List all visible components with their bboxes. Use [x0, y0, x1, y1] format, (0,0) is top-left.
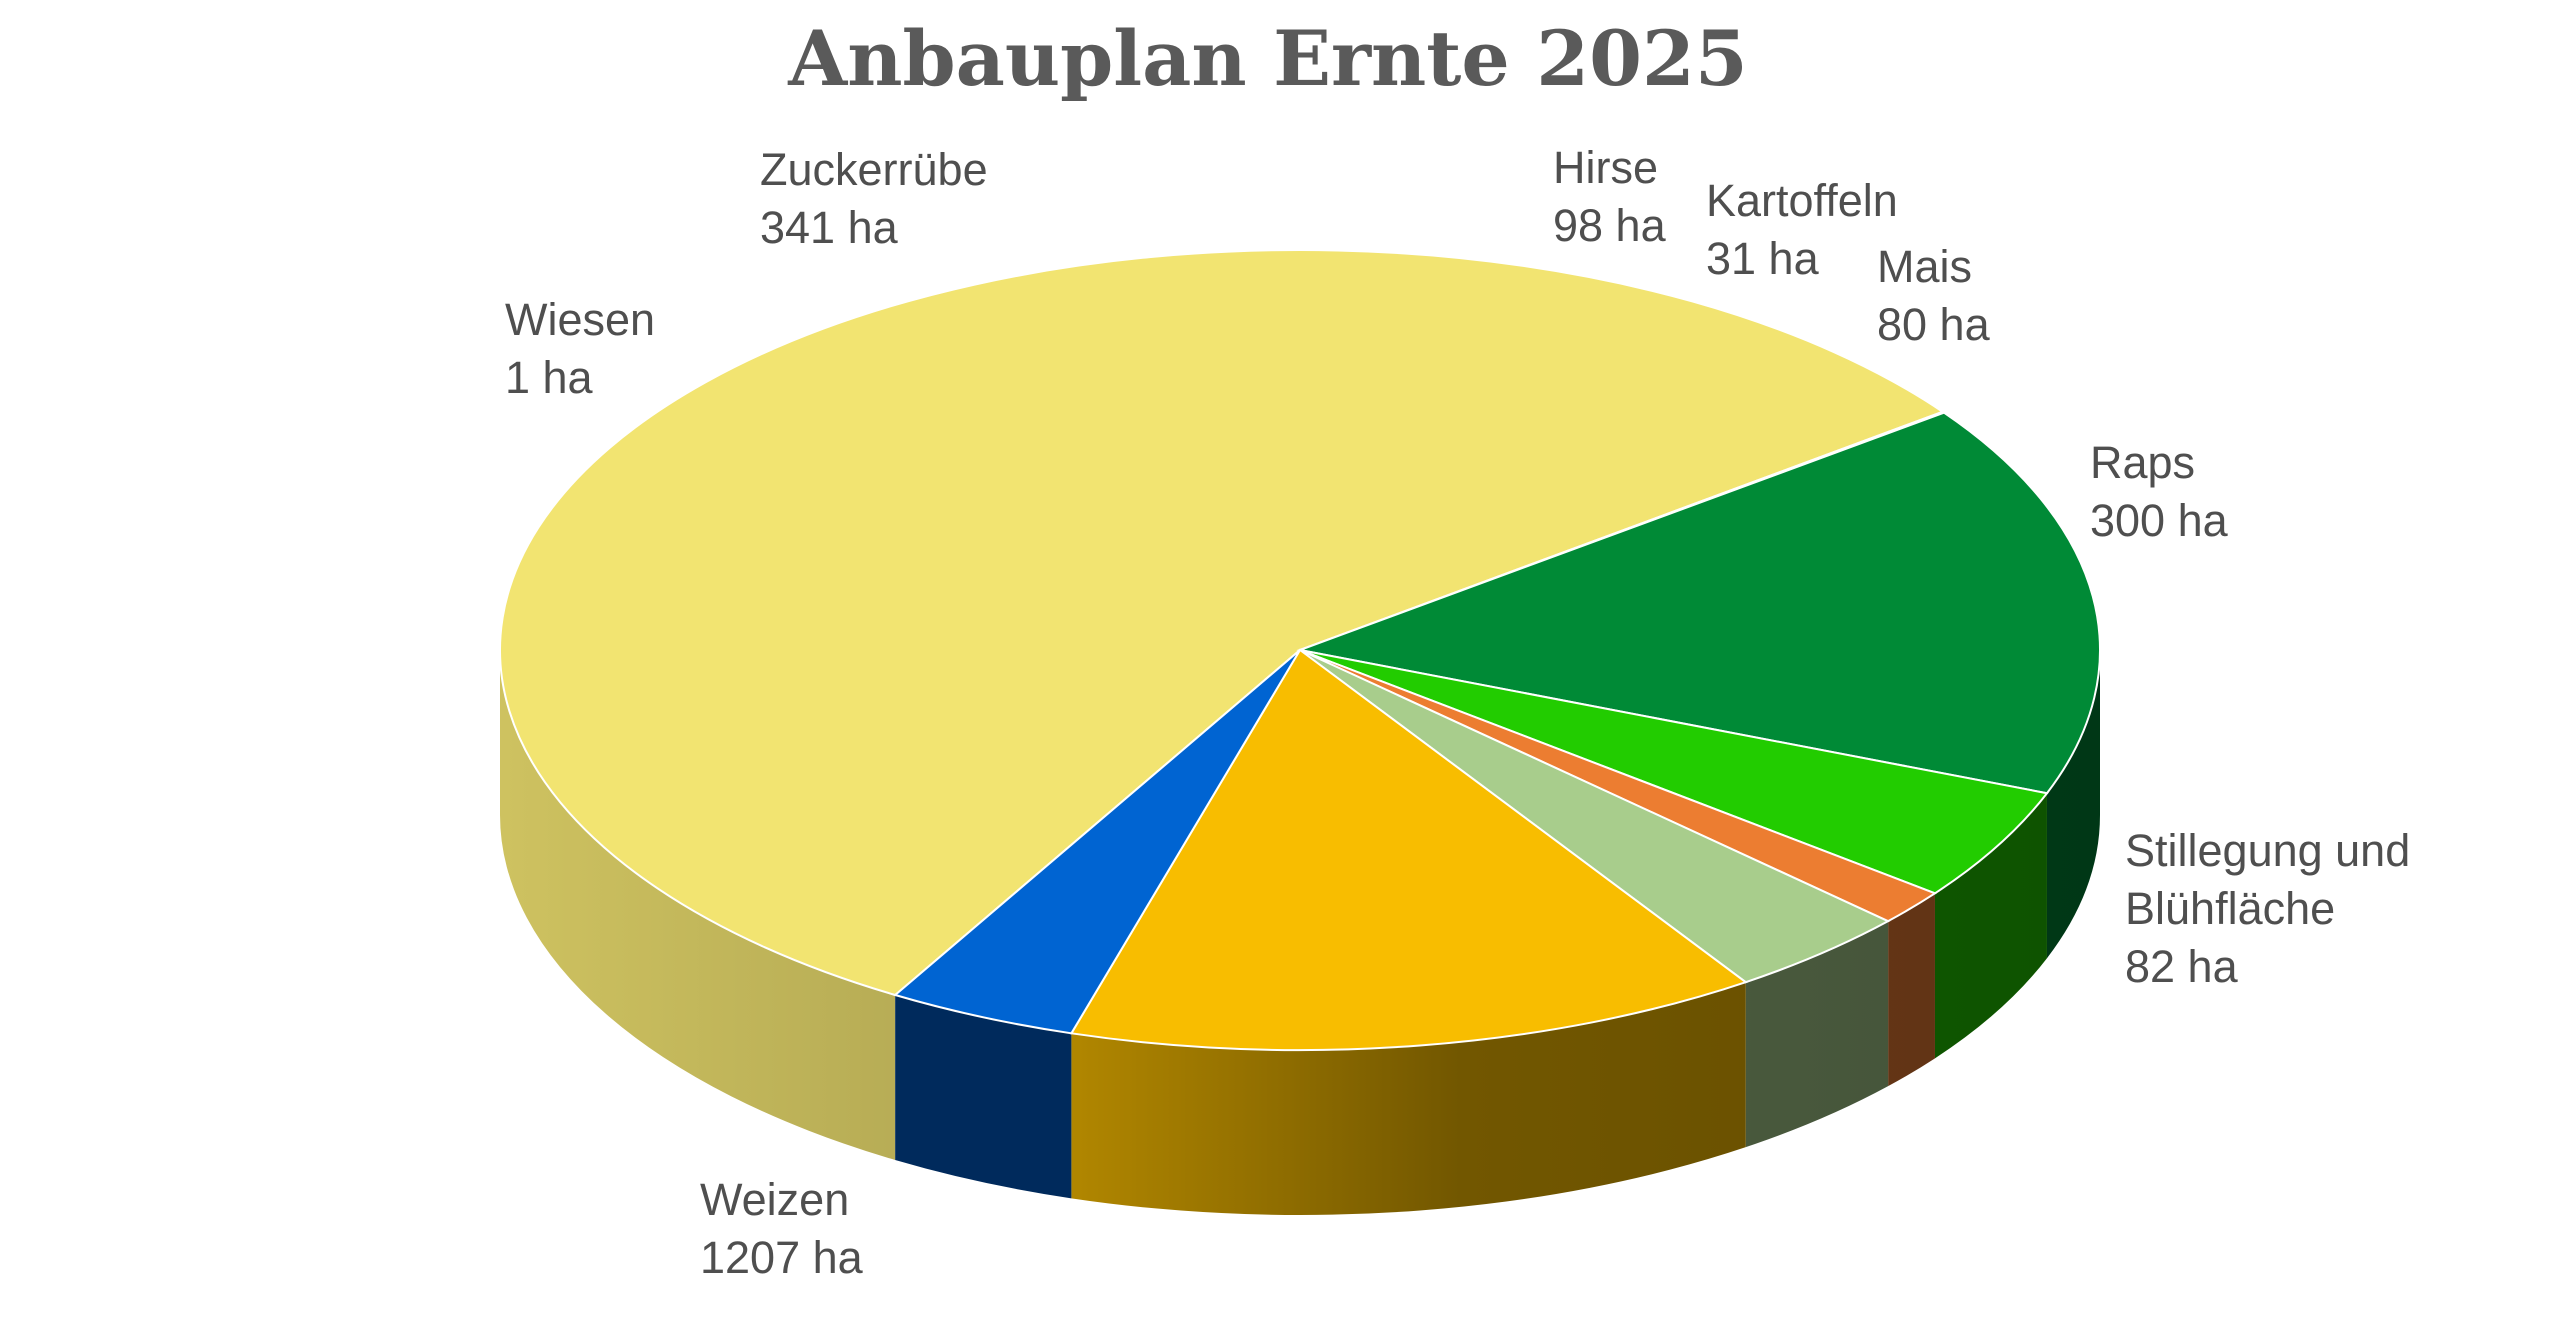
slice-raps	[1069, 648, 1748, 1051]
label-raps: Raps 300 ha	[2090, 437, 2229, 546]
label-line: 341 ha	[760, 202, 899, 253]
label-line: Weizen	[700, 1174, 849, 1225]
label-kartoffeln: Kartoffeln 31 ha	[1706, 175, 1898, 284]
slice-side-mais	[1745, 921, 1889, 1148]
chart-title: Anbauplan Ernte 2025	[787, 14, 1748, 103]
slice-side-hirse	[1934, 793, 2047, 1059]
slice-stillegung-und-bl-hfl-che	[893, 649, 1301, 1035]
slice-hirse	[1299, 649, 2049, 895]
label-line: 1 ha	[505, 352, 594, 403]
label-line: 300 ha	[2090, 495, 2229, 546]
label-line: 1207 ha	[700, 1232, 864, 1283]
label-line: Stillegung und	[2125, 825, 2410, 876]
slice-labels: Weizen 1207 ha Wiesen 1 ha Zuckerrübe 341 ha H…	[505, 142, 2410, 1283]
slice-zuckerr-be	[1296, 411, 2101, 795]
label-mais: Mais 80 ha	[1877, 241, 1991, 350]
slice-side-weizen	[500, 650, 896, 1161]
label-line: Kartoffeln	[1706, 175, 1898, 226]
label-line: 31 ha	[1706, 233, 1820, 284]
label-line: 82 ha	[2125, 941, 2239, 992]
slice-weizen	[499, 249, 1945, 997]
label-hirse: Hirse 98 ha	[1553, 142, 1667, 251]
label-zuckerr-be: Zuckerrübe 341 ha	[760, 144, 988, 253]
label-wiesen: Wiesen 1 ha	[505, 294, 655, 403]
label-line: 98 ha	[1553, 200, 1667, 251]
slice-side-raps	[1071, 982, 1746, 1215]
slice-side-stillegung-und-bl-hfl-che	[895, 995, 1072, 1199]
pie-slices	[499, 249, 2101, 1051]
label-stillegung-und-bl-hfl-che: Stillegung und Blühfläche 82 ha	[2125, 825, 2410, 992]
slice-side-kartoffeln	[1888, 893, 1935, 1087]
label-line: Mais	[1877, 241, 1972, 292]
label-line: Hirse	[1553, 142, 1658, 193]
label-line: Raps	[2090, 437, 2195, 488]
label-line: Wiesen	[505, 294, 655, 345]
label-weizen: Weizen 1207 ha	[700, 1174, 864, 1283]
slice-side-zuckerr-be	[2046, 650, 2101, 959]
label-line: Blühfläche	[2125, 883, 2335, 934]
label-line: 80 ha	[1877, 299, 1991, 350]
label-line: Zuckerrübe	[760, 144, 988, 195]
pie-sides	[500, 650, 2101, 1215]
